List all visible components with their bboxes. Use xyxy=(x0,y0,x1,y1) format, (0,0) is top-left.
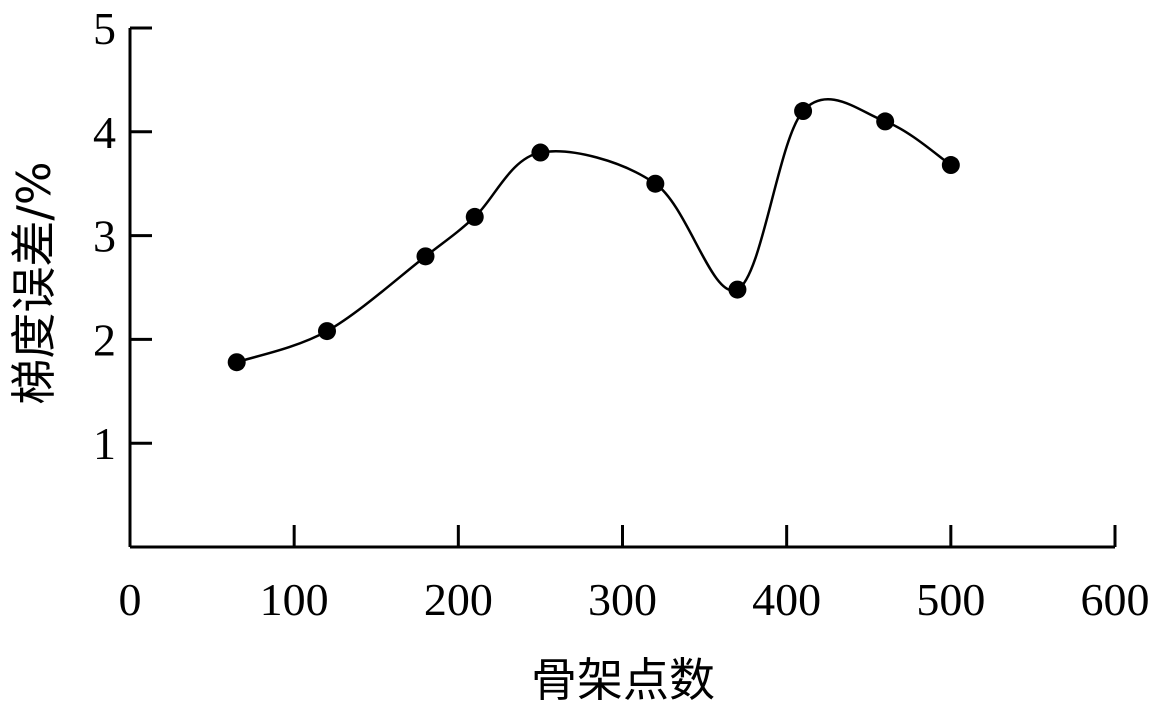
ticks xyxy=(130,26,1117,547)
x-tick-label: 500 xyxy=(916,574,985,625)
data-point xyxy=(941,156,960,175)
x-tick-label: 600 xyxy=(1081,574,1150,625)
x-axis-title: 骨架点数 xyxy=(531,653,715,707)
y-tick-label: 2 xyxy=(93,314,116,365)
data-point xyxy=(728,280,747,299)
y-tick-label: 4 xyxy=(93,107,116,158)
data-point xyxy=(465,207,484,226)
x-tick-label: 0 xyxy=(119,574,142,625)
y-tick-label: 5 xyxy=(93,3,116,54)
data-point xyxy=(531,143,550,162)
y-tick-label: 1 xyxy=(93,418,116,469)
tick-labels: 0 100 200 300 400 500 600 1 2 3 4 5 xyxy=(93,3,1150,625)
x-tick-label: 300 xyxy=(588,574,657,625)
x-tick-label: 200 xyxy=(424,574,493,625)
x-tick-label: 100 xyxy=(260,574,329,625)
data-point xyxy=(876,112,895,131)
data-point xyxy=(794,102,813,121)
data-point xyxy=(227,353,246,372)
data-point xyxy=(646,174,665,193)
data-point xyxy=(318,322,336,341)
x-tick-label: 400 xyxy=(752,574,821,625)
y-axis-title: 梯度误差/% xyxy=(7,161,61,404)
axes xyxy=(128,28,1115,549)
series-line xyxy=(236,98,952,364)
y-tick-label: 3 xyxy=(93,211,116,262)
data-point xyxy=(416,247,435,266)
series xyxy=(227,98,960,372)
